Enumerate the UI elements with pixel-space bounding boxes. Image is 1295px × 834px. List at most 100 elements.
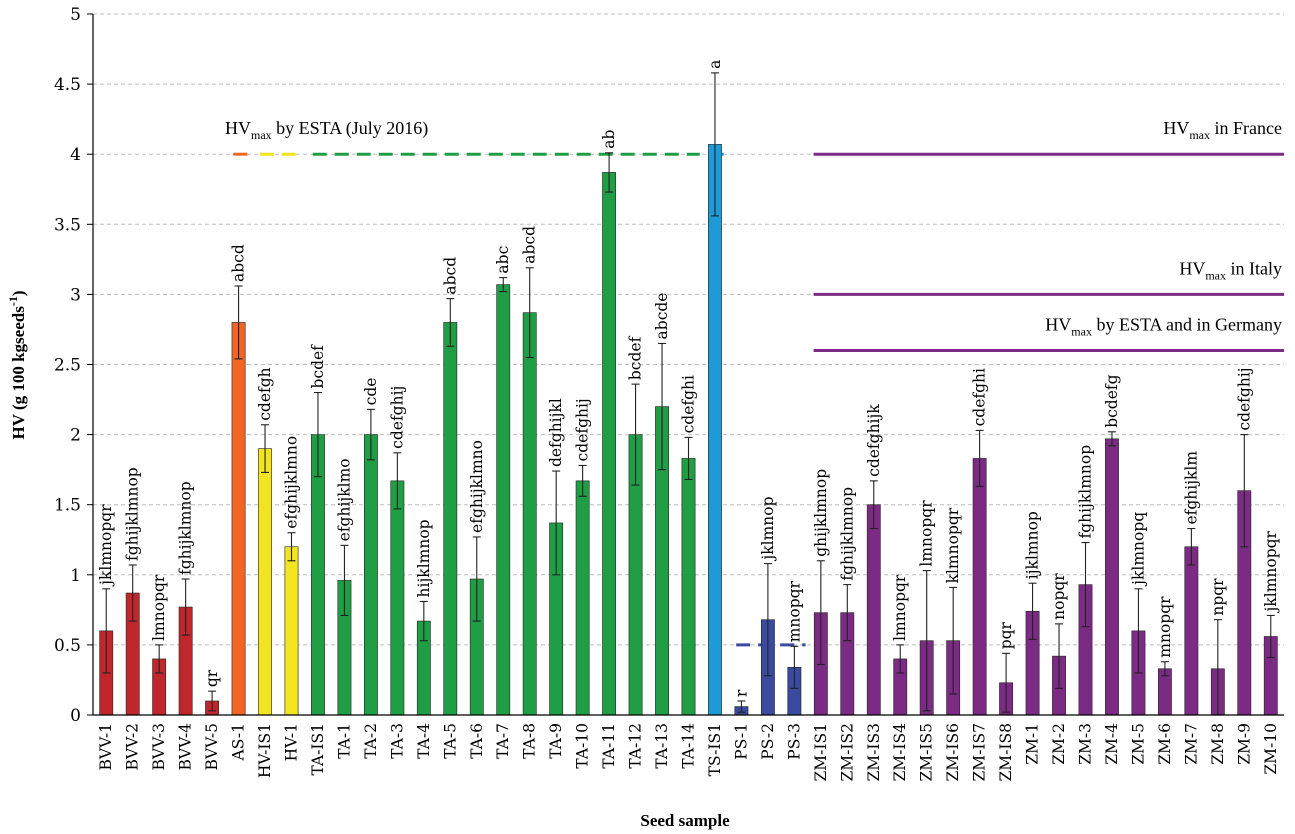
category-label: TA-11 xyxy=(600,723,618,769)
reference-label-sub: max xyxy=(251,128,272,142)
bar xyxy=(522,312,537,716)
y-tick-label: 4 xyxy=(70,145,81,165)
category-label: TA-1 xyxy=(335,723,353,759)
category-label: ZM-8 xyxy=(1209,723,1227,765)
reference-label-main: HV xyxy=(1163,118,1189,138)
category-label: TA-14 xyxy=(680,723,698,769)
significance-letter: efghijklmo xyxy=(335,458,353,541)
category-label: TA-10 xyxy=(574,723,592,769)
category-label: BVV-4 xyxy=(177,723,195,771)
category-label: HV-1 xyxy=(283,723,301,761)
category-label: PS-1 xyxy=(732,723,750,760)
bar xyxy=(681,458,696,716)
category-label: TA-4 xyxy=(415,723,433,759)
reference-label-rest: by ESTA (July 2016) xyxy=(272,118,429,139)
significance-letter: abcd xyxy=(441,257,459,295)
bar xyxy=(443,322,458,716)
significance-letter: jklmnopqr xyxy=(1262,530,1280,613)
significance-letter: lmnopqr xyxy=(150,574,168,641)
category-label: ZM-IS6 xyxy=(944,723,962,781)
y-axis-title: HV (g 100 kgseeds-1) xyxy=(6,290,28,439)
reference-line-label: HVmax by ESTA and in Germany xyxy=(1045,314,1282,338)
significance-letter: npqr xyxy=(1209,578,1227,616)
significance-letter: klmnopqr xyxy=(944,507,962,583)
category-label: TA-12 xyxy=(627,723,645,769)
bar xyxy=(866,504,881,716)
y-tick-label: 3 xyxy=(70,285,81,305)
significance-letter: jklmnopqr xyxy=(97,504,115,587)
category-label: ZM-2 xyxy=(1050,723,1068,765)
category-label: ZM-IS2 xyxy=(838,723,856,781)
significance-letter: fghijklmnop xyxy=(1077,445,1095,539)
significance-letter: efghijklmno xyxy=(283,436,301,529)
reference-label-main: HV xyxy=(1045,314,1071,334)
significance-letter: a xyxy=(706,60,724,69)
y-tick-label: 3.5 xyxy=(54,215,81,235)
significance-letter: fghijklmnop xyxy=(838,487,856,581)
significance-letter: cdefghij xyxy=(1235,367,1253,430)
category-label: TA-13 xyxy=(653,723,671,769)
significance-letter: mnopqr xyxy=(785,580,803,642)
significance-letter: lmnopqr xyxy=(891,574,909,641)
reference-label-sub: max xyxy=(1189,128,1210,142)
significance-letter: cde xyxy=(362,378,380,406)
bar xyxy=(1184,546,1199,716)
significance-letter: mnopqr xyxy=(1156,596,1174,658)
category-label: TA-IS1 xyxy=(309,723,327,776)
bar xyxy=(602,172,617,716)
significance-letter: lmnopqr xyxy=(918,500,936,567)
y-tick-label: 2 xyxy=(70,426,81,446)
axes: 0 0.5 1 1.5 2 2.5 3 3.5 4 4.5 5 BVV-1 BVV-2 BVV-3 BVV-… xyxy=(54,5,1284,781)
category-label: ZM-IS4 xyxy=(891,723,909,782)
bar xyxy=(363,434,378,716)
significance-letter: ab xyxy=(600,130,618,149)
bar xyxy=(231,322,246,716)
category-label: TS-IS1 xyxy=(706,723,724,776)
category-label: ZM-IS5 xyxy=(918,723,936,781)
category-label: BVV-2 xyxy=(124,723,142,770)
significance-letter: ghijklmnop xyxy=(812,469,830,557)
reference-label-sub: max xyxy=(1071,324,1092,338)
significance-letter: bcdef xyxy=(309,344,327,389)
x-axis-title: Seed sample xyxy=(640,811,730,830)
reference-lines: HVmax by ESTA (July 2016) HVmax in France… xyxy=(225,118,1284,647)
y-tick-label: 0.5 xyxy=(54,636,81,656)
significance-letter: defghijkl xyxy=(547,398,565,467)
significance-letter: cdefgh xyxy=(256,367,274,420)
significance-letter: fghijklmnop xyxy=(124,467,142,561)
reference-label-rest: by ESTA and in Germany xyxy=(1092,314,1282,334)
bar xyxy=(284,546,299,716)
significance-letter: bcdef xyxy=(627,335,645,380)
category-label: TA-6 xyxy=(468,723,486,759)
category-label: ZM-9 xyxy=(1235,723,1253,765)
bar xyxy=(575,480,590,716)
y-tick-label: 1.5 xyxy=(54,496,81,516)
category-label: AS-1 xyxy=(230,723,248,761)
bar xyxy=(390,480,405,716)
category-label: TA-9 xyxy=(547,723,565,759)
category-label: ZM-3 xyxy=(1077,723,1095,765)
bar xyxy=(258,448,272,716)
significance-letter: abcd xyxy=(521,226,539,264)
significance-letter: cdefghij xyxy=(574,398,592,461)
category-label: PS-2 xyxy=(759,723,777,760)
category-label: BVV-3 xyxy=(150,723,168,770)
y-tick-label: 2.5 xyxy=(54,356,81,376)
category-label: BVV-1 xyxy=(97,723,115,770)
significance-letter: bcdefg xyxy=(1103,374,1121,427)
significance-letter: efghijklmno xyxy=(468,440,486,533)
category-label: ZM-4 xyxy=(1103,723,1121,765)
significance-letter: cdefghijk xyxy=(865,404,883,477)
significance-letter: cdefghi xyxy=(971,368,989,426)
bar xyxy=(1105,438,1119,716)
reference-label-main: HV xyxy=(1179,258,1205,278)
category-label: ZM-10 xyxy=(1262,723,1280,775)
significance-letter: jklmnopq xyxy=(1129,512,1147,587)
category-label: ZM-6 xyxy=(1156,723,1174,765)
significance-letter: cdefghi xyxy=(680,375,698,433)
bar xyxy=(708,144,722,716)
y-tick-label: 4.5 xyxy=(54,75,81,95)
category-label: ZM-1 xyxy=(1024,723,1042,765)
significance-letter: hijklmnop xyxy=(415,519,433,597)
y-tick-label: 5 xyxy=(70,5,81,25)
